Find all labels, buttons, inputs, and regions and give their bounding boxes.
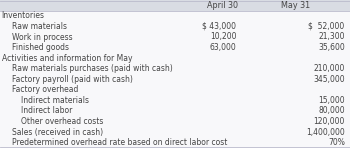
- Text: April 30: April 30: [207, 1, 238, 10]
- Text: $ 43,000: $ 43,000: [202, 22, 236, 31]
- Text: Predetermined overhead rate based on direct labor cost: Predetermined overhead rate based on dir…: [12, 138, 227, 147]
- Text: May 31: May 31: [281, 1, 310, 10]
- Text: 10,200: 10,200: [210, 33, 236, 41]
- Text: Sales (received in cash): Sales (received in cash): [12, 128, 103, 137]
- Text: 15,000: 15,000: [318, 96, 345, 105]
- Text: 80,000: 80,000: [318, 107, 345, 115]
- Text: 70%: 70%: [328, 138, 345, 147]
- Text: Other overhead costs: Other overhead costs: [21, 117, 104, 126]
- Text: 120,000: 120,000: [313, 117, 345, 126]
- Text: Factory payroll (paid with cash): Factory payroll (paid with cash): [12, 75, 132, 84]
- Bar: [0, 0, 350, 11]
- Text: Activities and information for May: Activities and information for May: [2, 54, 132, 63]
- Text: Inventories: Inventories: [2, 11, 45, 20]
- Text: Indirect materials: Indirect materials: [21, 96, 89, 105]
- Text: Raw materials purchases (paid with cash): Raw materials purchases (paid with cash): [12, 64, 172, 73]
- Text: Finished goods: Finished goods: [12, 43, 69, 52]
- Text: 35,600: 35,600: [318, 43, 345, 52]
- Text: 345,000: 345,000: [313, 75, 345, 84]
- Text: Indirect labor: Indirect labor: [21, 107, 73, 115]
- Text: Work in process: Work in process: [12, 33, 72, 41]
- Text: 21,300: 21,300: [318, 33, 345, 41]
- Text: 1,400,000: 1,400,000: [306, 128, 345, 137]
- Text: 63,000: 63,000: [210, 43, 236, 52]
- Text: Raw materials: Raw materials: [12, 22, 66, 31]
- Text: $  52,000: $ 52,000: [308, 22, 345, 31]
- Text: Factory overhead: Factory overhead: [12, 85, 78, 94]
- Text: 210,000: 210,000: [313, 64, 345, 73]
